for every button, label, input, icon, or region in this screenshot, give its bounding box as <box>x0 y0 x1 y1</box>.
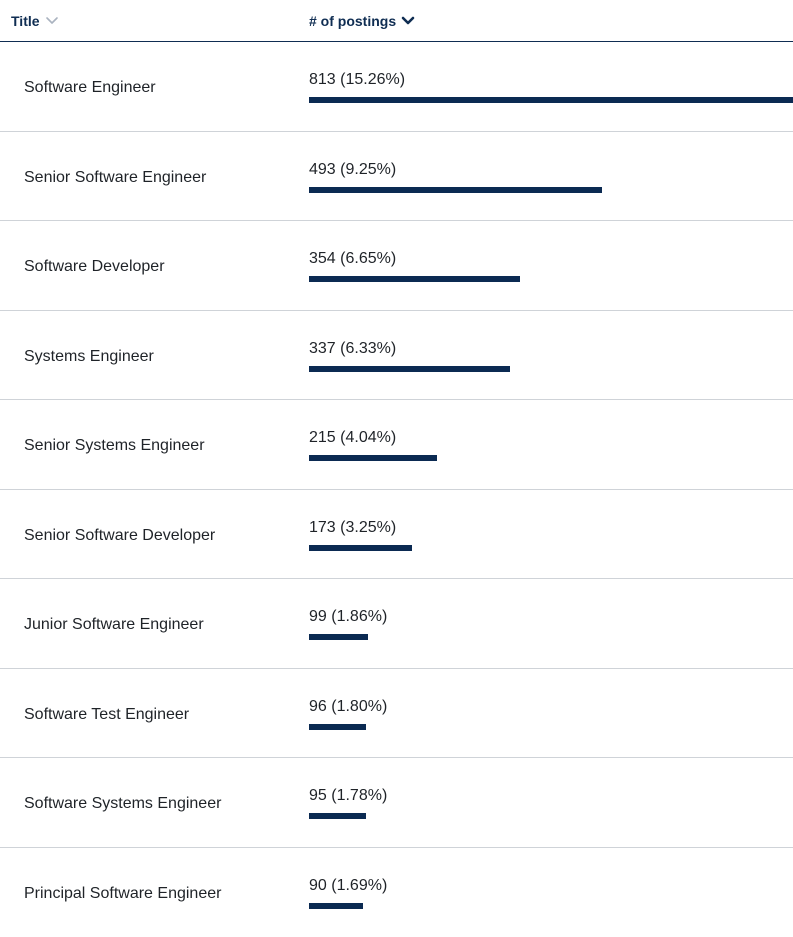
table-body: Software Engineer 813 (15.26%) Senior Soft… <box>0 42 793 937</box>
table-row[interactable]: Software Engineer 813 (15.26%) <box>0 42 793 132</box>
row-title: Senior Software Engineer <box>24 169 230 187</box>
row-title: Software Developer <box>24 258 230 276</box>
chevron-down-icon <box>45 16 59 26</box>
table-row[interactable]: Junior Software Engineer 99 (1.86%) <box>0 579 793 669</box>
row-title: Principal Software Engineer <box>24 885 230 903</box>
row-title: Senior Software Developer <box>24 527 230 545</box>
row-title: Software Systems Engineer <box>24 795 230 813</box>
row-count-value: 493 (9.25%) <box>309 161 396 179</box>
table-row[interactable]: Software Test Engineer 96 (1.80%) <box>0 669 793 759</box>
title-column-label: Title <box>11 13 40 29</box>
row-title: Junior Software Engineer <box>24 616 230 634</box>
row-count-value: 96 (1.80%) <box>309 698 387 716</box>
row-count-value: 99 (1.86%) <box>309 608 387 626</box>
postings-bar <box>309 187 602 193</box>
postings-bar <box>309 545 412 551</box>
table-row[interactable]: Principal Software Engineer 90 (1.69%) <box>0 848 793 937</box>
row-count-value: 90 (1.69%) <box>309 877 387 895</box>
postings-bar <box>309 97 793 103</box>
postings-bar <box>309 724 366 730</box>
table-row[interactable]: Senior Software Engineer 493 (9.25%) <box>0 132 793 222</box>
row-title: Senior Systems Engineer <box>24 437 230 455</box>
row-count-value: 95 (1.78%) <box>309 787 387 805</box>
postings-column-header[interactable]: # of postings <box>309 13 415 29</box>
row-title: Systems Engineer <box>24 348 230 366</box>
row-count-value: 215 (4.04%) <box>309 429 396 447</box>
postings-bar <box>309 276 520 282</box>
table-header: Title # of postings <box>0 0 793 42</box>
table-row[interactable]: Senior Software Developer 173 (3.25%) <box>0 490 793 580</box>
postings-bar <box>309 634 368 640</box>
row-title: Software Engineer <box>24 79 230 97</box>
row-count-value: 354 (6.65%) <box>309 250 396 268</box>
chevron-down-icon <box>401 16 415 26</box>
postings-column-label: # of postings <box>309 13 396 29</box>
table-row[interactable]: Software Developer 354 (6.65%) <box>0 221 793 311</box>
postings-bar <box>309 813 366 819</box>
row-count-value: 173 (3.25%) <box>309 519 396 537</box>
table-row[interactable]: Software Systems Engineer 95 (1.78%) <box>0 758 793 848</box>
row-count-value: 337 (6.33%) <box>309 340 396 358</box>
postings-bar <box>309 366 510 372</box>
row-title: Software Test Engineer <box>24 706 230 724</box>
title-column-header[interactable]: Title <box>11 13 59 29</box>
table-row[interactable]: Senior Systems Engineer 215 (4.04%) <box>0 400 793 490</box>
table-row[interactable]: Systems Engineer 337 (6.33%) <box>0 311 793 401</box>
postings-bar <box>309 455 437 461</box>
row-count-value: 813 (15.26%) <box>309 71 405 89</box>
postings-bar <box>309 903 363 909</box>
